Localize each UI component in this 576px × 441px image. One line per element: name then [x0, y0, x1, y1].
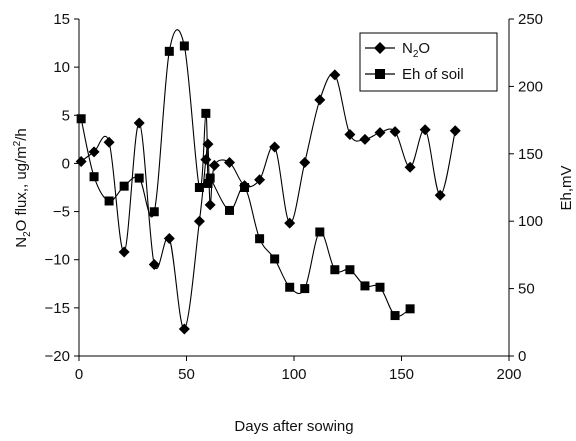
- right-y-ticks: 0 50 100 150 200 250: [509, 11, 543, 365]
- eh-point: [76, 114, 86, 124]
- n2o-point: [404, 161, 416, 173]
- left-y-tick-label: −10: [45, 252, 70, 269]
- eh-point: [104, 196, 114, 206]
- eh-point: [201, 108, 211, 118]
- eh-point: [194, 183, 204, 192]
- n2o-point: [434, 189, 446, 201]
- right-y-tick-label: 100: [518, 213, 543, 230]
- eh-point: [345, 265, 355, 275]
- n2o-point: [314, 94, 326, 106]
- n2o-point: [254, 174, 266, 186]
- n2o-point: [88, 146, 100, 158]
- left-y-tick-label: −20: [45, 348, 70, 365]
- eh-point: [240, 183, 250, 192]
- n2o-point: [103, 136, 115, 148]
- n2o-point: [204, 199, 216, 211]
- n2o-point: [419, 124, 431, 136]
- right-y-tick-label: 150: [518, 146, 543, 163]
- right-y-tick-label: 0: [518, 348, 526, 365]
- legend-n2o-part-1: N: [402, 40, 413, 57]
- left-y-tick-label: 5: [62, 107, 70, 124]
- n2o-point: [178, 323, 190, 335]
- left-y-ticks: −20 −15 −10 −5 0 5 10 15: [45, 11, 79, 365]
- legend: N2O Eh of soil: [359, 32, 498, 92]
- n2o-point: [344, 129, 356, 141]
- legend-label-eh: Eh of soil: [402, 66, 464, 83]
- right-y-axis-title: Eh,mV: [558, 165, 575, 210]
- n2o-point: [133, 117, 145, 129]
- series-layer: [75, 29, 461, 335]
- n2o-point: [148, 259, 160, 271]
- x-tick-label: 200: [496, 366, 521, 383]
- x-tick-label: 100: [281, 366, 306, 383]
- n2o-point: [118, 246, 130, 258]
- left-y-tick-label: 0: [62, 155, 70, 172]
- left-y-title-part-1: N: [13, 237, 30, 248]
- eh-point: [203, 178, 213, 188]
- eh-point: [119, 181, 129, 191]
- legend-box: [359, 32, 498, 92]
- eh-point: [330, 265, 340, 275]
- right-y-tick-label: 250: [518, 11, 543, 28]
- left-y-tick-label: −15: [45, 300, 70, 317]
- n2o-point: [284, 217, 296, 229]
- left-y-title-part-3: /h: [13, 128, 30, 141]
- left-y-title-subscript: 2: [22, 231, 33, 237]
- n2o-point: [200, 154, 212, 166]
- eh-point: [134, 173, 144, 183]
- n2o-point: [329, 69, 341, 81]
- n2o-point: [374, 127, 386, 139]
- eh-point: [89, 172, 99, 182]
- x-tick-label: 150: [389, 366, 414, 383]
- left-y-tick-label: 15: [53, 11, 70, 28]
- n2o-point: [163, 233, 175, 245]
- n2o-point: [224, 156, 235, 168]
- n2o-point: [299, 156, 311, 168]
- n2o-point: [193, 215, 205, 227]
- n2o-point: [208, 159, 220, 171]
- n2o-point: [359, 133, 371, 145]
- eh-point: [225, 205, 234, 215]
- eh-point: [255, 234, 265, 244]
- n2o-point: [389, 126, 401, 138]
- eh-point: [315, 227, 325, 237]
- eh-point: [270, 254, 280, 264]
- n2o-point: [202, 138, 214, 150]
- legend-n2o-subscript: 2: [413, 49, 419, 60]
- series-line-n2o: [80, 73, 456, 330]
- eh-point: [375, 282, 385, 292]
- eh-point: [164, 46, 174, 56]
- left-y-tick-label: 10: [53, 59, 70, 76]
- legend-marker-n2o: [374, 42, 386, 54]
- eh-point: [205, 173, 215, 183]
- eh-point: [300, 284, 310, 294]
- x-tick-label: 0: [75, 366, 83, 383]
- left-y-title-part-2: O flux,, ug/m: [13, 146, 30, 231]
- left-y-tick-label: −5: [53, 204, 70, 221]
- left-y-title-superscript: 2: [12, 140, 23, 146]
- eh-point: [405, 304, 415, 314]
- n2o-point: [75, 156, 87, 168]
- legend-marker-eh: [375, 69, 385, 79]
- eh-point: [360, 281, 370, 291]
- legend-n2o-part-2: O: [418, 40, 430, 57]
- eh-point: [179, 41, 189, 51]
- eh-point: [390, 311, 400, 321]
- right-y-tick-label: 50: [518, 281, 535, 298]
- right-y-tick-label: 200: [518, 78, 543, 95]
- x-ticks: 0 50 100 150 200: [75, 356, 522, 383]
- n2o-point: [449, 125, 461, 137]
- n2o-point: [269, 141, 281, 153]
- eh-point: [149, 207, 159, 217]
- x-tick-label: 50: [178, 366, 195, 383]
- x-axis-title: Days after sowing: [234, 418, 353, 435]
- left-y-axis-title: N2O flux,, ug/m2/h: [12, 128, 33, 248]
- legend-label-n2o: N2O: [402, 40, 430, 60]
- eh-point: [285, 282, 295, 292]
